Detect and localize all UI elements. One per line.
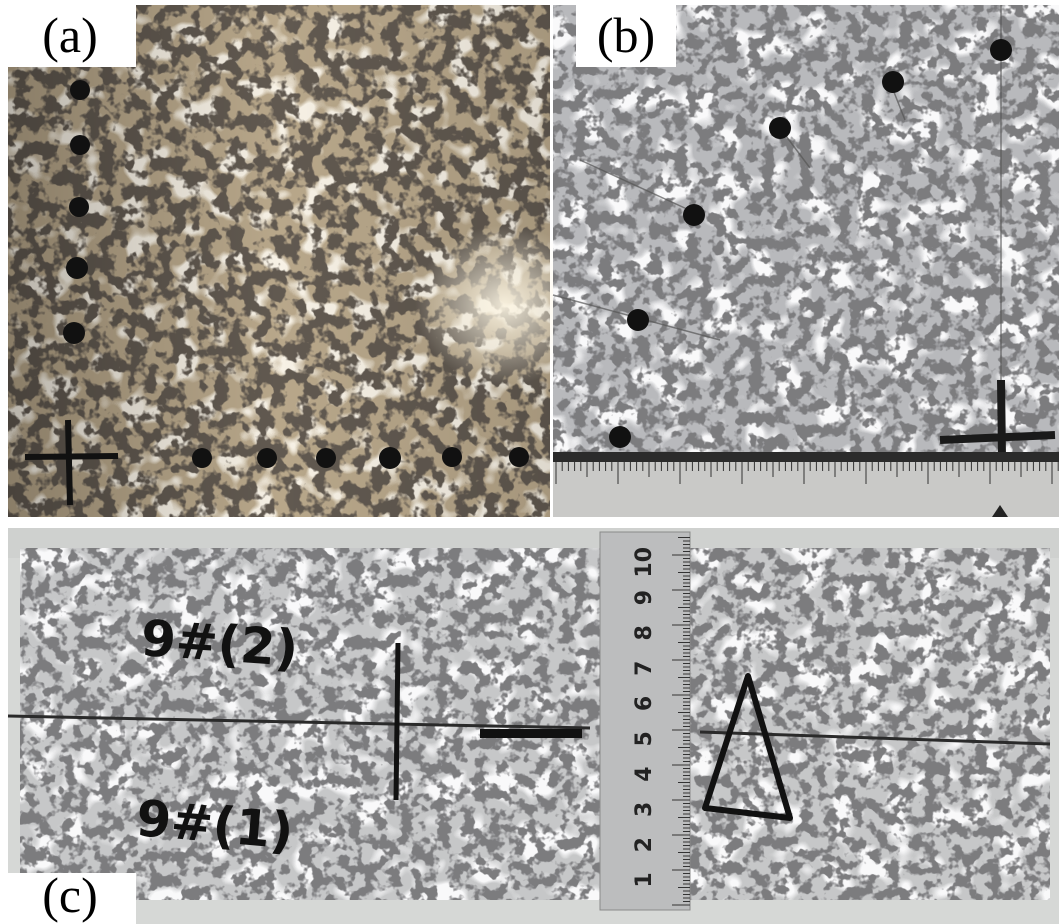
panel-label: (b)	[597, 7, 655, 63]
hole	[63, 322, 85, 344]
ruler-number: 1	[632, 872, 657, 887]
hole	[70, 135, 90, 155]
ruler-number: 3	[632, 802, 657, 817]
block-edge	[553, 452, 1059, 462]
pen-line	[396, 643, 398, 800]
hole	[69, 197, 89, 217]
ruler-number: 6	[632, 696, 657, 711]
notch	[480, 729, 582, 738]
hole	[442, 447, 462, 467]
hole	[192, 448, 212, 468]
specimen-marking: 9#(2)	[139, 609, 300, 678]
ruler-number: 10	[632, 547, 657, 578]
hole	[683, 204, 705, 226]
hole	[66, 257, 88, 279]
ruler-number: 9	[632, 590, 657, 605]
ruler-number: 7	[632, 661, 657, 676]
figure: (a) (b)	[0, 0, 1059, 924]
hole	[609, 426, 631, 448]
hole	[316, 448, 336, 468]
hole	[990, 39, 1012, 61]
panel-a: (a)	[8, 5, 595, 517]
hole	[882, 71, 904, 93]
ruler-number: 5	[632, 731, 657, 746]
hole	[70, 80, 90, 100]
ruler-number: 2	[632, 837, 657, 852]
hole	[509, 447, 529, 467]
panel-label: (c)	[42, 867, 98, 923]
ruler	[553, 462, 1059, 517]
panel-b: (b)	[553, 5, 1059, 517]
hole	[379, 447, 401, 469]
ruler-number: 8	[632, 625, 657, 640]
hole	[627, 309, 649, 331]
hole	[769, 117, 791, 139]
hole	[257, 448, 277, 468]
panel-label: (a)	[42, 7, 98, 63]
ruler-number: 4	[632, 766, 657, 781]
